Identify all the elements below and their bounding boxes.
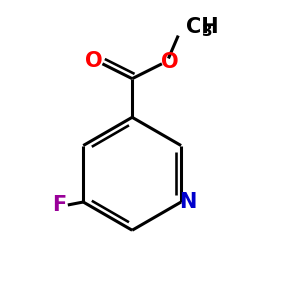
Text: N: N <box>179 192 196 212</box>
Text: O: O <box>85 51 102 71</box>
Text: O: O <box>160 52 178 72</box>
Text: 3: 3 <box>202 24 213 39</box>
Text: CH: CH <box>186 17 218 37</box>
Text: F: F <box>52 195 67 215</box>
